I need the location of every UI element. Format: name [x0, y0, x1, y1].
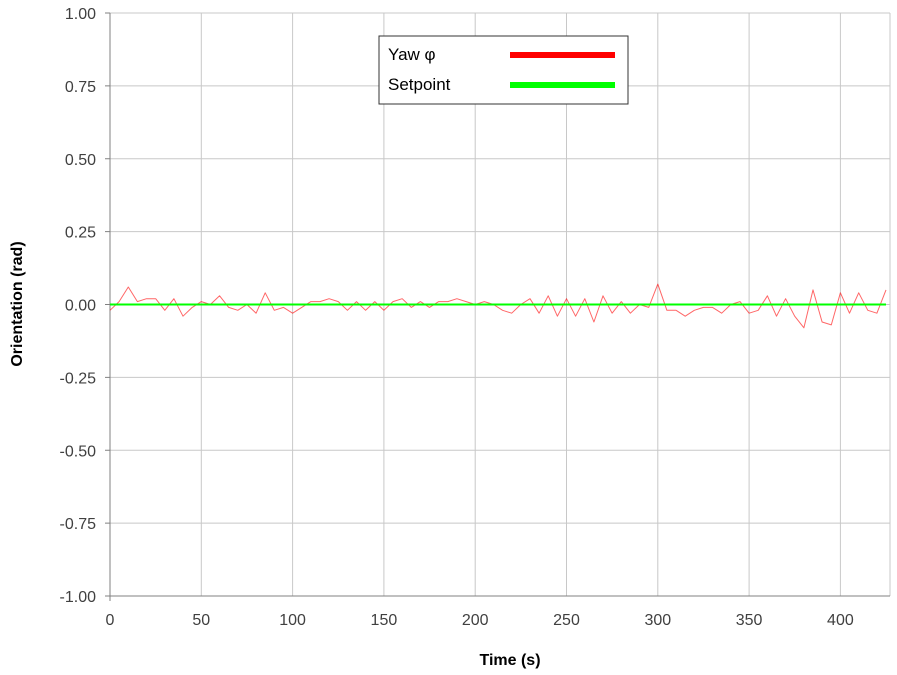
- legend-box: [378, 35, 629, 105]
- y-tick-label: -0.75: [60, 516, 97, 533]
- x-tick-label: 150: [371, 612, 398, 629]
- y-tick-label: -0.25: [60, 370, 97, 387]
- legend-label-yaw: Yaw φ: [388, 45, 436, 64]
- yaw-line: [109, 283, 887, 329]
- x-tick-label: 300: [644, 612, 671, 629]
- x-tick-label: 250: [553, 612, 580, 629]
- x-axis-title: Time (s): [479, 652, 540, 669]
- x-tick-labels: 0 50 100 150 200 250 300 350 400: [106, 612, 854, 629]
- y-tick-label: 0.75: [65, 79, 96, 96]
- y-tick-label: -0.50: [60, 443, 97, 460]
- y-tick-label: 0.25: [65, 225, 96, 242]
- x-tick-label: 400: [827, 612, 854, 629]
- y-tick-label: 0.50: [65, 152, 96, 169]
- x-tick-label: 200: [462, 612, 489, 629]
- x-tick-label: 0: [106, 612, 115, 629]
- y-axis-title: Orientation (rad): [9, 241, 26, 366]
- series-lines: [109, 283, 887, 329]
- y-tick-labels: 1.00 0.75 0.50 0.25 0.00 -0.25 -0.50 -0.75 -1.00: [60, 6, 97, 606]
- y-tick-label: -1.00: [60, 589, 97, 606]
- legend-label-setpoint: Setpoint: [388, 75, 451, 94]
- legend: Yaw φ Setpoint: [378, 35, 629, 105]
- x-tick-label: 350: [736, 612, 763, 629]
- x-tick-label: 100: [279, 612, 306, 629]
- y-tick-label: 0.00: [65, 298, 96, 315]
- y-tick-label: 1.00: [65, 6, 96, 23]
- x-tick-label: 50: [192, 612, 210, 629]
